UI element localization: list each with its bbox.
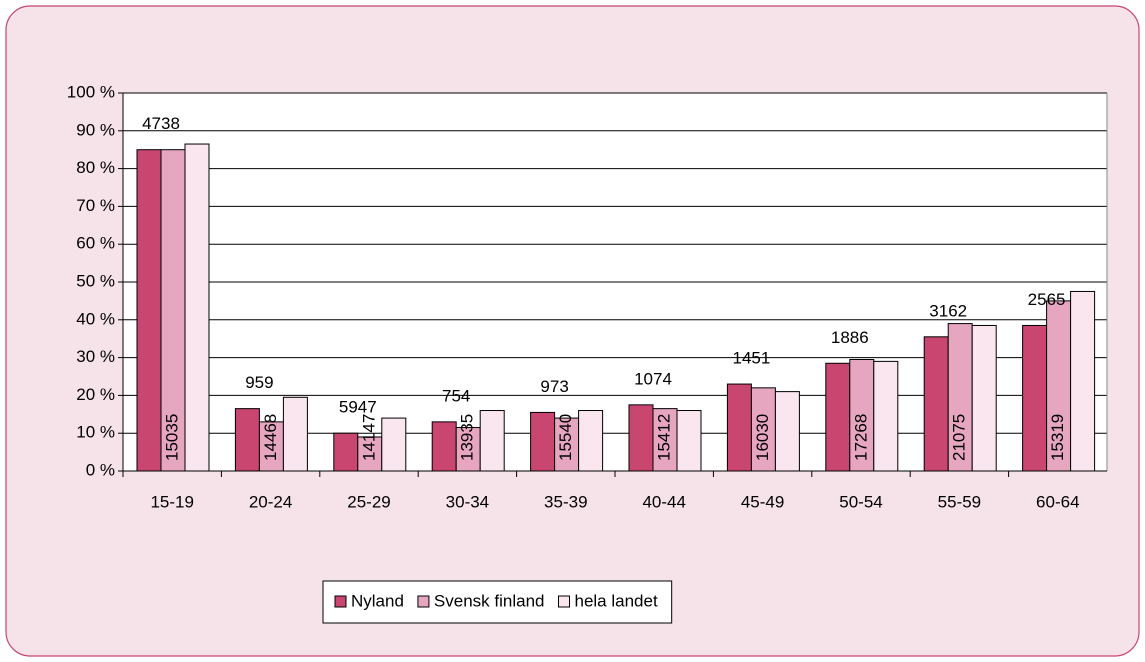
x-tick-label: 30-34 <box>446 492 489 511</box>
bar <box>479 410 505 472</box>
count-label: 15540 <box>556 414 575 461</box>
count-label: 4738 <box>142 114 180 133</box>
y-tick-label: 10 % <box>76 423 115 442</box>
y-tick-label: 40 % <box>76 309 115 328</box>
bar <box>971 324 997 472</box>
count-label: 15035 <box>162 414 181 461</box>
bar <box>234 408 260 472</box>
x-tick-label: 35-39 <box>544 492 587 511</box>
y-tick-label: 80 % <box>76 158 115 177</box>
x-tick-label: 15-19 <box>150 492 193 511</box>
bar <box>160 149 186 472</box>
count-label: 1451 <box>732 349 770 368</box>
bar <box>333 432 359 472</box>
y-tick-label: 0 % <box>86 460 115 479</box>
count-label: 5947 <box>339 398 377 417</box>
count-label: 959 <box>245 373 273 392</box>
y-tick-label: 90 % <box>76 120 115 139</box>
count-label: 15319 <box>1048 414 1067 461</box>
legend-swatch <box>334 595 347 608</box>
bar <box>628 404 654 472</box>
bar <box>652 408 678 472</box>
count-label: 1886 <box>831 328 869 347</box>
bar <box>1070 290 1096 472</box>
y-tick-label: 60 % <box>76 234 115 253</box>
bar <box>136 149 162 472</box>
count-label: 754 <box>442 386 470 405</box>
bar <box>923 336 949 472</box>
legend-swatch <box>417 595 430 608</box>
y-tick-label: 50 % <box>76 271 115 290</box>
legend-label: hela landet <box>575 591 658 610</box>
x-tick-label: 40-44 <box>642 492 685 511</box>
y-tick-label: 20 % <box>76 385 115 404</box>
x-tick-label: 55-59 <box>938 492 981 511</box>
count-label: 14468 <box>261 414 280 461</box>
x-tick-label: 45-49 <box>741 492 784 511</box>
count-label: 1074 <box>634 369 672 388</box>
count-label: 2565 <box>1028 290 1066 309</box>
bar <box>530 411 556 472</box>
bar <box>258 421 284 472</box>
legend-box <box>322 580 673 624</box>
count-label: 3162 <box>929 301 967 320</box>
y-tick-label: 100 % <box>67 82 115 101</box>
count-label: 13935 <box>458 414 477 461</box>
x-tick-label: 60-64 <box>1036 492 1079 511</box>
legend-label: Nyland <box>351 591 404 610</box>
bar <box>1022 324 1048 472</box>
bar <box>726 383 752 472</box>
bar <box>676 410 702 472</box>
count-label: 17268 <box>851 414 870 461</box>
x-tick-label: 50-54 <box>839 492 882 511</box>
bar <box>381 417 407 472</box>
x-tick-label: 25-29 <box>347 492 390 511</box>
x-tick-label: 20-24 <box>249 492 292 511</box>
y-tick-label: 70 % <box>76 196 115 215</box>
count-label: 14147 <box>359 414 378 461</box>
bar <box>873 360 899 472</box>
legend-swatch <box>558 595 570 608</box>
bar <box>431 421 457 472</box>
count-label: 16030 <box>753 414 772 461</box>
bar <box>578 410 604 472</box>
bar <box>825 362 851 472</box>
count-label: 15412 <box>654 414 673 461</box>
bar <box>184 143 210 472</box>
bar <box>947 323 973 472</box>
bar <box>774 391 800 472</box>
bar <box>282 396 308 472</box>
bar <box>849 358 875 472</box>
count-label: 21075 <box>950 414 969 461</box>
count-label: 973 <box>540 377 568 396</box>
y-tick-label: 30 % <box>76 347 115 366</box>
legend-label: Svensk finland <box>434 591 545 610</box>
